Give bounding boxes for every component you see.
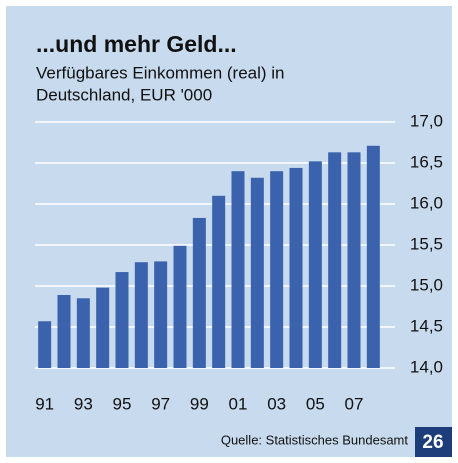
y-tick-label: 14,5 xyxy=(410,316,443,335)
bar xyxy=(134,262,148,368)
page-number: 26 xyxy=(422,432,443,453)
x-tick-label: 05 xyxy=(306,394,325,413)
chart-title: ...und mehr Geld... xyxy=(36,31,237,57)
bar xyxy=(96,287,110,368)
page-badge xyxy=(415,427,452,457)
bar xyxy=(328,152,342,368)
bar xyxy=(57,295,71,368)
bar xyxy=(76,298,90,368)
x-tick-label: 07 xyxy=(345,394,364,413)
bar xyxy=(366,145,380,368)
y-tick-label: 14,0 xyxy=(410,357,443,376)
bar xyxy=(250,177,264,368)
x-tick-label: 97 xyxy=(151,394,170,413)
y-tick-label: 16,5 xyxy=(410,152,443,171)
chart-subtitle: Verfügbares Einkommen (real) in xyxy=(36,63,285,82)
bar xyxy=(154,261,168,368)
source: Quelle: Statistisches Bundesamt xyxy=(221,432,409,447)
x-tick-label: 03 xyxy=(267,394,286,413)
chart-subtitle: Deutschland, EUR '000 xyxy=(36,85,212,104)
bar xyxy=(38,321,52,368)
bar xyxy=(173,245,187,368)
y-tick-label: 15,5 xyxy=(410,234,443,253)
bar xyxy=(231,171,245,368)
x-tick-label: 99 xyxy=(190,394,209,413)
y-tick-label: 17,0 xyxy=(410,111,443,130)
bar xyxy=(308,161,322,368)
bar xyxy=(270,171,284,368)
bar xyxy=(192,217,206,368)
bar xyxy=(212,195,226,368)
y-tick-label: 15,0 xyxy=(410,275,443,294)
x-tick-label: 01 xyxy=(229,394,248,413)
x-tick-label: 91 xyxy=(35,394,54,413)
bar xyxy=(347,152,361,368)
bar xyxy=(289,167,303,368)
x-tick-label: 93 xyxy=(74,394,93,413)
y-tick-label: 16,0 xyxy=(410,193,443,212)
x-tick-label: 95 xyxy=(113,394,132,413)
bar xyxy=(115,272,129,368)
